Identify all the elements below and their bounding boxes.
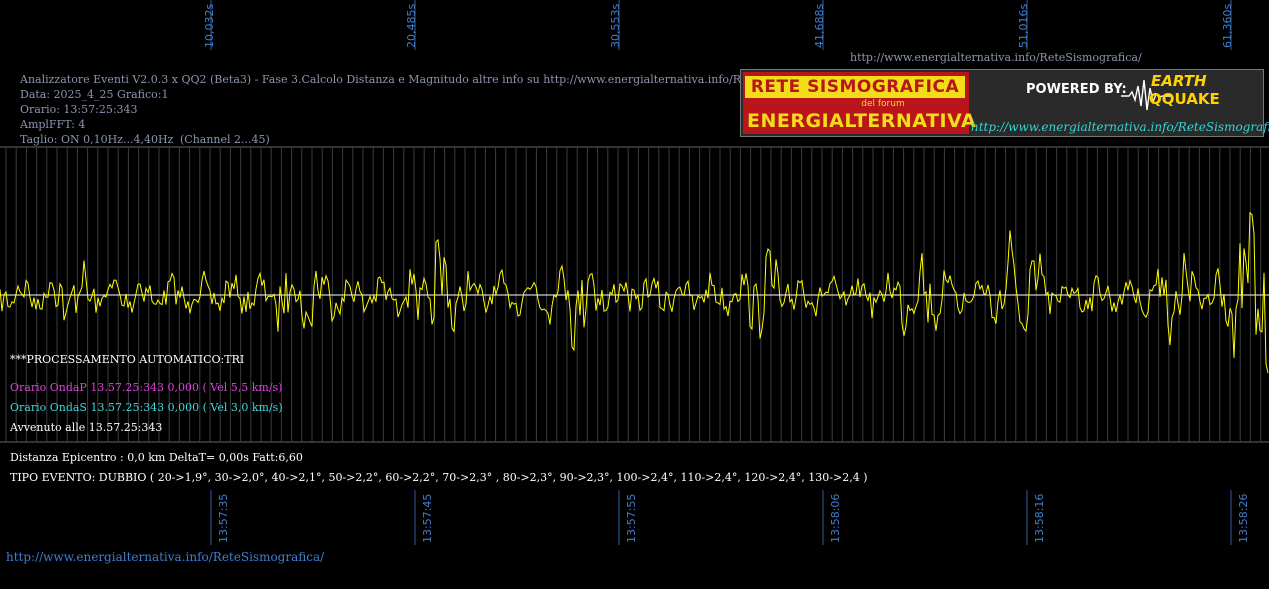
banner-logo-title: RETE SISMOGRAFICA xyxy=(745,76,965,98)
time-tick-top: 20,485s xyxy=(405,3,418,48)
header-url[interactable]: http://www.energialternativa.info/ReteSi… xyxy=(850,51,1142,64)
time-tick-bottom: 13:58:06 xyxy=(829,493,842,543)
time-tick-bottom: 13:57:55 xyxy=(625,493,638,543)
info-orario: Orario: 13:57:25:343 xyxy=(20,103,138,116)
time-tick-top: 30,553s xyxy=(609,3,622,48)
seismic-trace xyxy=(0,211,1269,374)
info-data: Data: 2025_4_25 Grafico:1 xyxy=(20,88,169,101)
footer-url[interactable]: http://www.energialternativa.info/ReteSi… xyxy=(6,550,325,564)
info-amplfft: AmplFFT: 4 xyxy=(20,118,86,131)
banner-logo: RETE SISMOGRAFICA del forum ENERGIALTERN… xyxy=(743,72,977,134)
onda-p-time: Orario OndaP 13.57.25:343 0,000 ( Vel 5,… xyxy=(10,381,283,394)
processing-title: ***PROCESSAMENTO AUTOMATICO:TRI xyxy=(10,353,245,366)
info-taglio: Taglio: ON 0,10Hz...4,40Hz xyxy=(20,133,174,146)
app-title: Analizzatore Eventi V2.0.3 x QQ2 (Beta3)… xyxy=(20,73,740,86)
rete-sismografica-banner[interactable]: RETE SISMOGRAFICA del forum ENERGIALTERN… xyxy=(740,69,1269,137)
banner-url[interactable]: http://www.energialternativa.info/ReteSi… xyxy=(971,120,1269,134)
time-tick-top: 51,016s xyxy=(1017,3,1030,48)
banner-logo-subtitle: del forum xyxy=(861,99,905,109)
seismic-wave-icon xyxy=(1121,79,1171,111)
time-tick-top: 61,360s xyxy=(1221,3,1234,48)
epicenter-distance: Distanza Epicentro : 0,0 km DeltaT= 0,00… xyxy=(10,451,303,464)
time-tick-top: 41,688s xyxy=(813,3,826,48)
onda-s-time: Orario OndaS 13.57.25:343 0,000 ( Vel 3,… xyxy=(10,401,283,414)
time-tick-bottom: 13:58:16 xyxy=(1033,493,1046,543)
powered-by-label: POWERED BY: xyxy=(1026,82,1127,97)
time-tick-bottom: 13:57:35 xyxy=(217,493,230,543)
time-tick-top: 10,032s xyxy=(203,3,216,48)
earthquake-brand-top: EARTH xyxy=(1151,72,1207,90)
earthquake-brand-bottom: QQUAKE xyxy=(1149,90,1220,108)
banner-logo-forum: ENERGIALTERNATIVA xyxy=(747,110,977,132)
event-type: TIPO EVENTO: DUBBIO ( 20->1,9°, 30->2,0°… xyxy=(10,471,868,484)
event-occurred-time: Avvenuto alle 13.57.25:343 xyxy=(10,421,163,434)
time-tick-bottom: 13:58:26 xyxy=(1237,493,1250,543)
time-tick-bottom: 13:57:45 xyxy=(421,493,434,543)
info-channel: (Channel 2...45) xyxy=(180,133,270,146)
